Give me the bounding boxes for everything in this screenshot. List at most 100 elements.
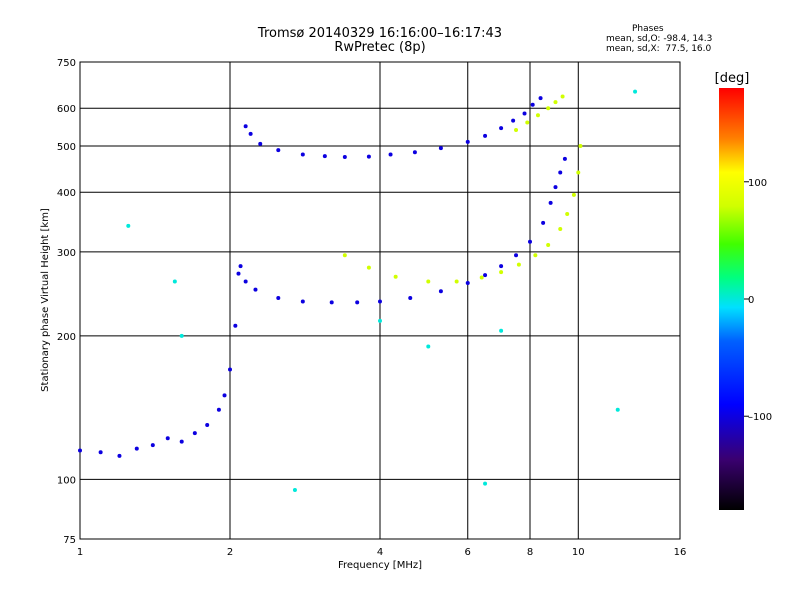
data-point xyxy=(530,102,535,107)
y-tick-label: 400 xyxy=(57,188,76,199)
colorbar-tick-label: 0 xyxy=(748,295,754,306)
data-point xyxy=(165,436,170,441)
data-point xyxy=(355,300,360,305)
data-point xyxy=(426,279,431,284)
data-point xyxy=(172,279,177,284)
y-ticks: 75 100 200 300 400 500 600 750 xyxy=(57,58,76,546)
data-point xyxy=(342,253,347,258)
colorbar xyxy=(719,88,744,510)
data-point xyxy=(300,152,305,157)
y-tick-label: 300 xyxy=(57,248,76,259)
x-axis-label: Frequency [MHz] xyxy=(338,560,422,571)
stats-x-mode: mean, sd,X: 77.5, 16.0 xyxy=(606,44,712,54)
colorbar-tick-label: –100 xyxy=(748,412,772,423)
data-point xyxy=(412,150,417,155)
data-point xyxy=(499,126,504,131)
data-point xyxy=(528,239,532,244)
data-point xyxy=(576,170,581,175)
data-point xyxy=(393,274,398,279)
data-point xyxy=(366,265,371,270)
data-point xyxy=(571,192,576,197)
data-point xyxy=(342,155,347,160)
chart-subtitle: RwPretec (8p) xyxy=(334,40,426,55)
data-point xyxy=(465,139,470,144)
data-point xyxy=(438,146,443,151)
data-point xyxy=(558,170,563,175)
data-point xyxy=(511,118,516,123)
y-tick-label: 75 xyxy=(63,535,76,546)
colorbar-label: [deg] xyxy=(715,71,750,86)
data-point xyxy=(454,279,459,284)
data-point xyxy=(126,223,131,228)
data-point xyxy=(533,253,538,258)
data-point xyxy=(134,446,139,451)
data-point xyxy=(558,226,563,231)
x-tick-label: 2 xyxy=(227,547,233,558)
x-tick-label: 6 xyxy=(465,547,471,558)
data-point xyxy=(499,264,504,269)
y-tick-label: 200 xyxy=(57,332,76,343)
data-point xyxy=(258,141,263,146)
data-point xyxy=(243,279,248,284)
data-points xyxy=(78,89,638,493)
x-tick-label: 4 xyxy=(377,547,383,558)
data-point xyxy=(578,143,583,148)
data-point xyxy=(243,124,248,129)
data-point xyxy=(562,156,567,161)
data-point xyxy=(483,273,488,278)
data-point xyxy=(438,289,443,294)
data-point xyxy=(329,300,334,305)
data-point xyxy=(292,488,297,493)
data-point xyxy=(117,453,122,458)
x-tick-label: 1 xyxy=(77,547,83,558)
data-point xyxy=(378,318,382,323)
data-point xyxy=(465,281,470,286)
data-point xyxy=(483,133,488,138)
data-point xyxy=(535,113,540,118)
x-tick-label: 8 xyxy=(527,547,533,558)
data-point xyxy=(179,333,184,338)
data-point xyxy=(205,423,210,428)
y-axis-label: Stationary phase Virtual Height [km] xyxy=(40,208,51,392)
data-point xyxy=(553,100,558,105)
data-point xyxy=(479,275,484,280)
stats-title: Phases xyxy=(632,24,664,34)
data-point xyxy=(253,287,258,292)
data-point xyxy=(276,148,281,153)
data-point xyxy=(546,243,551,248)
data-point xyxy=(78,448,82,453)
data-point xyxy=(516,262,521,267)
colorbar-ticks: 100 0 –100 xyxy=(744,178,772,423)
data-point xyxy=(192,431,197,436)
data-point xyxy=(236,271,241,276)
data-point xyxy=(633,89,638,94)
x-tick-label: 16 xyxy=(674,547,687,558)
data-point xyxy=(238,264,243,269)
data-point xyxy=(179,439,184,444)
data-point xyxy=(408,296,413,301)
data-point xyxy=(615,407,620,412)
data-point xyxy=(499,328,504,333)
data-point xyxy=(300,299,305,304)
data-point xyxy=(378,299,382,304)
data-point xyxy=(150,443,155,448)
y-tick-label: 750 xyxy=(57,58,76,69)
data-point xyxy=(276,296,281,301)
data-point xyxy=(366,154,371,159)
x-ticks: 1 2 4 6 8 10 16 xyxy=(77,547,687,558)
data-point xyxy=(546,106,551,111)
data-point xyxy=(222,393,227,398)
stats-o-mode: mean, sd,O: -98.4, 14.3 xyxy=(606,34,713,44)
x-tick-label: 10 xyxy=(572,547,585,558)
chart-title: Tromsø 20140329 16:16:00–16:17:43 xyxy=(257,26,503,41)
data-point xyxy=(538,96,543,101)
data-point xyxy=(541,220,546,225)
data-point xyxy=(426,344,431,349)
y-tick-label: 100 xyxy=(57,475,76,486)
y-tick-label: 500 xyxy=(57,142,76,153)
y-tick-label: 600 xyxy=(57,104,76,115)
data-point xyxy=(565,212,570,217)
data-point xyxy=(560,94,565,99)
data-point xyxy=(548,200,553,205)
